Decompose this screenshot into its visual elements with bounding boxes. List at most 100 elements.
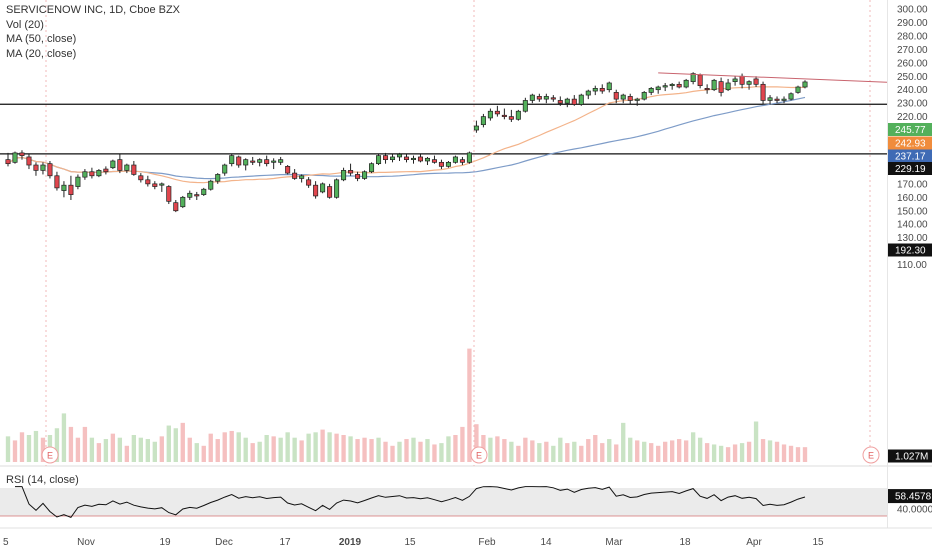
candle-body — [620, 94, 626, 100]
volume-bar — [676, 439, 682, 462]
volume-bar — [327, 432, 332, 462]
time-axis-label: 2019 — [339, 537, 362, 548]
candle-body — [522, 100, 528, 112]
candle — [215, 173, 221, 184]
candle-body — [788, 93, 794, 100]
candle — [250, 156, 256, 166]
candle — [138, 173, 144, 183]
candle-body — [690, 73, 696, 82]
candle — [334, 178, 340, 199]
resistance-trendline[interactable] — [658, 72, 888, 83]
candle — [536, 93, 542, 102]
earnings-marker[interactable]: E — [470, 446, 488, 464]
candle-body — [403, 156, 410, 160]
volume-bar — [649, 443, 654, 462]
time-axis-label: 19 — [159, 537, 171, 548]
candle-body — [683, 79, 689, 88]
volume-bar — [285, 432, 290, 462]
time-axis-label: 15 — [404, 537, 416, 548]
candle-body — [599, 88, 605, 92]
volume-bar — [439, 443, 444, 462]
volume-bar — [502, 439, 507, 462]
candle — [774, 96, 780, 104]
price-axis-label: 140.00 — [897, 220, 928, 231]
price-axis-label: 260.00 — [897, 58, 928, 69]
candle-body — [68, 184, 74, 195]
candle-body — [117, 159, 123, 171]
price-axis-label: 230.00 — [897, 99, 928, 110]
candle-body — [159, 183, 165, 186]
candle-body — [82, 171, 88, 178]
volume-bar — [683, 440, 689, 462]
candle — [40, 162, 46, 175]
time-axis[interactable]: 5 Nov 19 Dec 17 2019 15 Feb 14 Mar 18 Apr 15 — [3, 537, 824, 548]
price-tag — [888, 162, 932, 175]
candle — [257, 158, 263, 167]
candle-body — [431, 159, 437, 163]
candle-body — [627, 96, 633, 101]
volume-bar — [495, 436, 500, 462]
volume-bar — [635, 440, 640, 462]
price-tag-label: 229.19 — [895, 164, 926, 175]
legend-volume[interactable]: Vol (20) — [6, 18, 44, 31]
candle — [292, 169, 298, 180]
candle — [746, 80, 752, 90]
candle-body — [299, 175, 305, 179]
legend-ma20[interactable]: MA (20, close) — [6, 47, 77, 60]
volume-bar — [795, 447, 801, 462]
earnings-marker[interactable]: E — [41, 446, 59, 464]
candle — [117, 154, 123, 174]
candle-body — [536, 96, 542, 100]
trendline[interactable] — [658, 72, 888, 83]
candle-body — [557, 100, 563, 104]
candle — [124, 163, 130, 174]
candle — [362, 170, 368, 180]
price-axis-label: 240.00 — [897, 85, 928, 96]
candle-body — [348, 170, 354, 174]
candle — [613, 89, 619, 104]
moving-averages — [7, 86, 806, 184]
candle — [194, 191, 200, 200]
horizontal-levels[interactable] — [0, 103, 887, 155]
candle — [767, 95, 773, 105]
candle — [571, 95, 577, 106]
time-axis-label: Nov — [77, 537, 95, 548]
candle — [655, 85, 661, 94]
legend-title[interactable]: SERVICENOW INC, 1D, Cboe BZX — [6, 4, 181, 16]
price-axis-label: 110.00 — [897, 260, 927, 271]
candle — [285, 165, 291, 175]
volume-bar — [138, 437, 144, 462]
time-axis-label: Apr — [746, 537, 762, 548]
candle-body — [40, 164, 46, 171]
volume-bar — [250, 443, 255, 462]
candle-body — [795, 86, 801, 93]
candle-body — [152, 183, 158, 187]
candle-body — [648, 88, 654, 93]
volume-bar — [774, 441, 780, 462]
volume-bar — [61, 413, 67, 462]
volume-bar — [222, 432, 227, 462]
earnings-circle — [470, 446, 488, 464]
candle — [355, 171, 361, 182]
legend-ma50[interactable]: MA (50, close) — [6, 33, 77, 45]
candle-body — [592, 88, 598, 92]
candle — [376, 154, 382, 166]
time-axis-label: 18 — [679, 537, 691, 548]
candle-body — [89, 171, 95, 177]
candle — [515, 109, 521, 121]
rsi-legend[interactable]: RSI (14, close) — [6, 474, 79, 486]
earnings-label: E — [868, 451, 874, 461]
earnings-marker[interactable]: E — [862, 446, 880, 464]
candle-body — [250, 160, 256, 163]
candle-body — [5, 159, 11, 165]
volume-bar — [802, 447, 808, 462]
rsi-value-label: 58.4578 — [895, 492, 932, 503]
price-axis-label: 220.00 — [897, 112, 928, 123]
candle-body — [131, 164, 137, 175]
volume-bar — [5, 436, 11, 462]
volume-bar — [446, 436, 451, 462]
candle — [264, 155, 270, 167]
